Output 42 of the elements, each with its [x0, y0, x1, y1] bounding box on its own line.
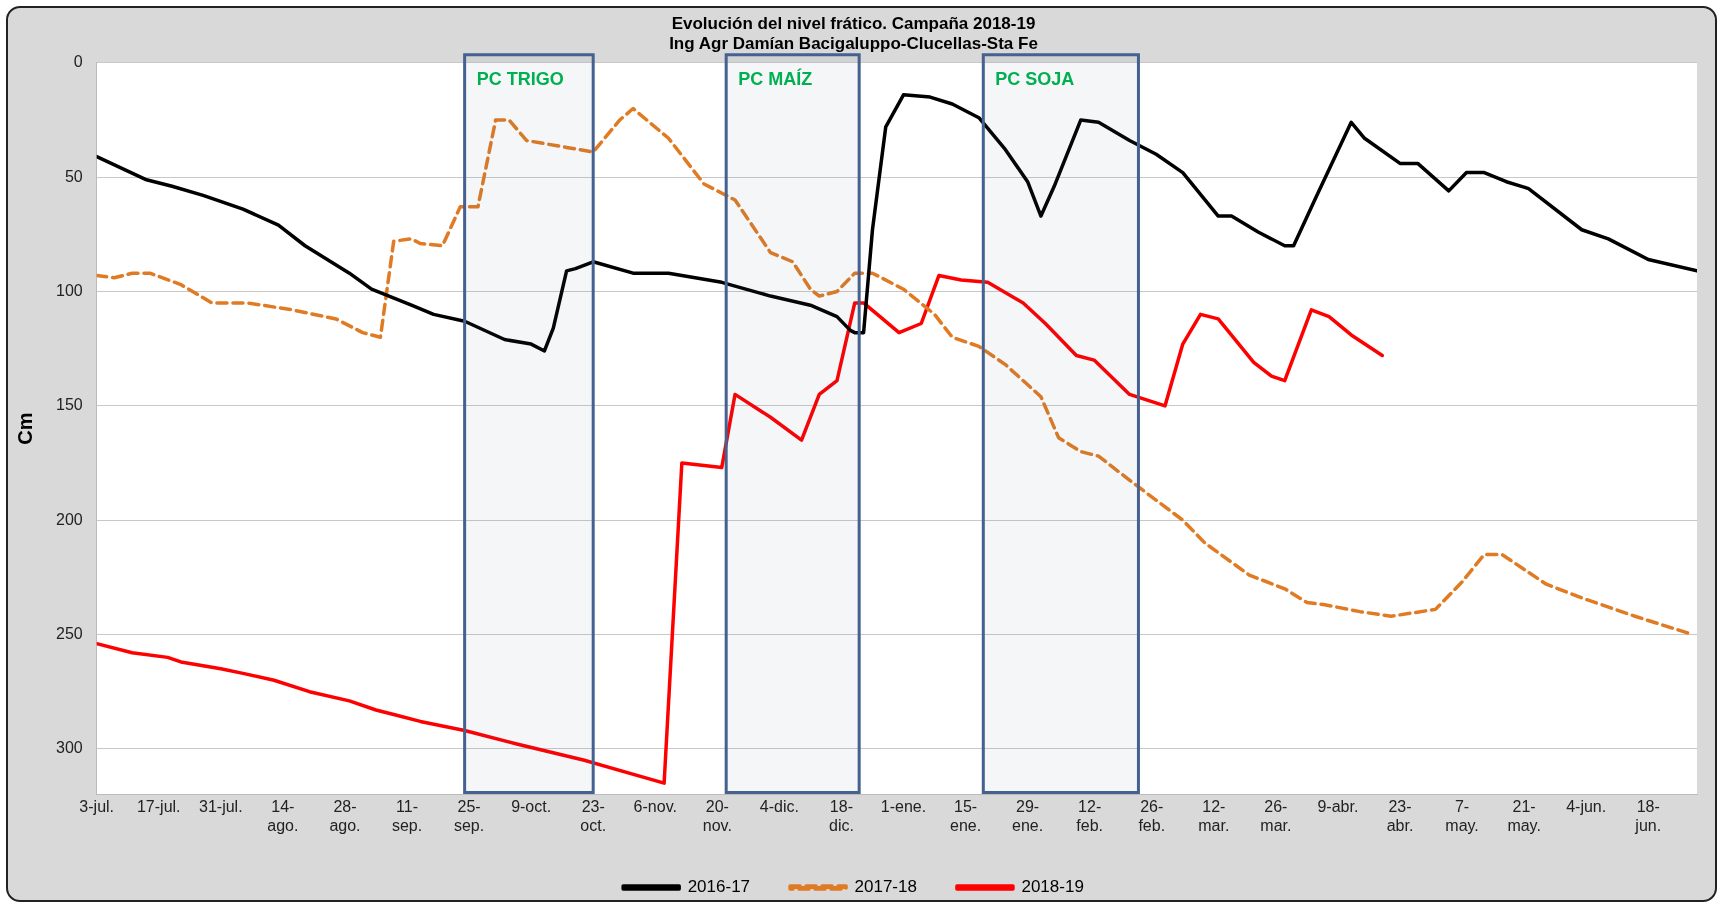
legend-label: 2017-18: [854, 877, 917, 897]
band-label: PC MAÍZ: [738, 67, 813, 89]
x-tick-label: 9-oct.: [511, 797, 552, 815]
x-tick-label: 28- ago.: [329, 797, 361, 834]
x-tick-label: 20- nov.: [702, 797, 732, 834]
x-tick-label: 26- feb.: [1138, 797, 1166, 834]
chart-subtitle: Ing Agr Damían Bacigaluppo-Clucellas-Sta Fe: [669, 34, 1038, 54]
x-tick-label: 12- mar.: [1198, 797, 1230, 834]
x-tick-label: 17-jul.: [136, 797, 181, 815]
y-tick-label: 0: [73, 53, 83, 71]
x-tick-label: 26- mar.: [1260, 797, 1292, 834]
x-tick-label: 23- abr.: [1386, 797, 1414, 834]
x-tick-label: 31-jul.: [199, 797, 243, 815]
chart-title: Evolución del nivel frático. Campaña 2018-19: [671, 13, 1036, 33]
band-label: PC SOJA: [995, 68, 1075, 89]
x-tick-label: 15- ene.: [949, 797, 982, 834]
x-tick-label: 4-jun.: [1566, 797, 1607, 815]
x-tick-label: 25- sep.: [453, 797, 485, 834]
x-tick-label: 21- may.: [1507, 797, 1541, 834]
x-tick-label: 1-ene.: [880, 797, 927, 815]
y-tick-label: 50: [64, 167, 83, 185]
x-tick-label: 4-dic.: [759, 797, 799, 815]
x-tick-label: 12- feb.: [1076, 797, 1104, 834]
x-tick-label: 29- ene.: [1012, 797, 1044, 834]
x-tick-label: 3-jul.: [79, 797, 115, 815]
x-tick-label: 18- dic.: [828, 797, 854, 834]
y-tick-label: 250: [55, 624, 83, 642]
x-tick-label: 9-abr.: [1317, 797, 1359, 815]
x-tick-label: 14- ago.: [267, 797, 299, 834]
x-tick-label: 23- oct.: [580, 797, 607, 834]
legend-label: 2018-19: [1021, 877, 1084, 897]
y-tick-label: 150: [55, 396, 83, 414]
legend-label: 2016-17: [687, 877, 751, 897]
x-tick-label: 6-nov.: [633, 797, 677, 815]
x-tick-label: 18- jun.: [1634, 797, 1662, 834]
x-tick-label: 7- may.: [1445, 797, 1479, 834]
y-axis-title: Cm: [13, 412, 36, 445]
x-tick-label: 11- sep.: [391, 797, 423, 834]
band-label: PC TRIGO: [476, 68, 564, 89]
y-tick-label: 100: [55, 281, 83, 299]
y-tick-label: 200: [55, 510, 83, 528]
y-tick-label: 300: [55, 739, 83, 757]
